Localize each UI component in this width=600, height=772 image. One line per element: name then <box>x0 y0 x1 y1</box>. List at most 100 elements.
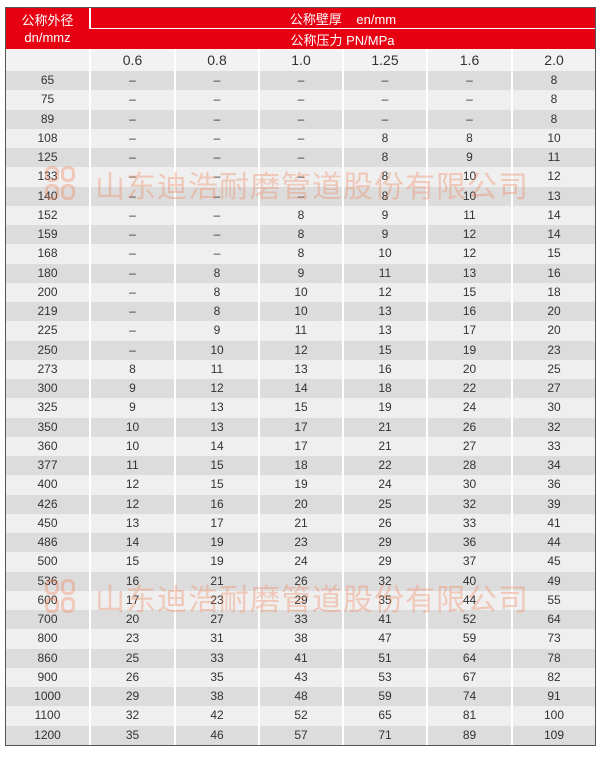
table-row: 700 20 27 33 41 52 64 <box>6 610 596 630</box>
table-row: 600 17 23 29 35 44 55 <box>6 590 596 610</box>
wall-thickness-cell: – <box>89 167 175 187</box>
table-row: 250–10 12 15 19 23 <box>6 340 596 360</box>
outer-diameter-cell: 200 <box>6 282 90 302</box>
outer-diameter-cell: 300 <box>6 379 90 399</box>
wall-thickness-cell: – <box>89 148 175 168</box>
table-row: 426 12 16 20 25 32 39 <box>6 494 596 514</box>
wall-thickness-cell: 20 <box>510 321 596 341</box>
wall-thickness-cell: 23 <box>510 340 596 360</box>
wall-thickness-cell: – <box>426 71 512 91</box>
table-row: 536 16 21 26 32 40 49 <box>6 571 596 591</box>
outer-diameter-cell: 250 <box>6 340 90 360</box>
wall-thickness-cell: 13 <box>174 398 259 418</box>
wall-thickness-cell: 24 <box>426 398 512 418</box>
wall-thickness-cell: 10 <box>258 282 343 302</box>
table-row: 89– – – – –8 <box>6 109 596 129</box>
table-row: 486 14 19 23 29 36 44 <box>6 533 596 553</box>
wall-thickness-cell: 10 <box>174 340 259 360</box>
wall-thickness-cell: 23 <box>258 533 343 553</box>
wall-thickness-cell: 35 <box>174 667 259 687</box>
outer-diameter-cell: 219 <box>6 302 90 322</box>
wall-thickness-cell: – <box>174 244 259 264</box>
table-row: 1200 35 46 57 71 89 109 <box>6 725 596 745</box>
wall-thickness-cell: 12 <box>510 167 596 187</box>
wall-thickness-cell: 8 <box>510 109 596 129</box>
wall-thickness-cell: 16 <box>89 571 175 591</box>
wall-thickness-cell: 9 <box>258 263 343 283</box>
outer-diameter-cell: 125 <box>6 148 90 168</box>
outer-diameter-label: 公称外径 <box>21 12 74 28</box>
wall-thickness-cell: 21 <box>174 571 259 591</box>
pressure-col-header: 1.25 <box>342 49 427 71</box>
wall-thickness-cell: 32 <box>510 417 596 437</box>
wall-thickness-cell: 16 <box>342 359 427 379</box>
wall-thickness-cell: 14 <box>258 379 343 399</box>
wall-thickness-cell: 12 <box>89 494 175 514</box>
wall-thickness-cell: 17 <box>258 417 343 437</box>
wall-thickness-cell: 22 <box>426 379 512 399</box>
pressure-col-header: 1.6 <box>426 49 512 71</box>
outer-diameter-cell: 325 <box>6 398 90 418</box>
wall-thickness-cell: 26 <box>258 571 343 591</box>
pressure-col-header: 0.8 <box>174 49 259 71</box>
wall-thickness-cell: – <box>258 128 343 148</box>
wall-thickness-cell: 71 <box>342 725 427 745</box>
wall-thickness-cell: – <box>258 109 343 129</box>
wall-thickness-cell: 9 <box>342 225 427 245</box>
wall-thickness-cell: 16 <box>174 494 259 514</box>
wall-thickness-cell: 55 <box>510 590 596 610</box>
wall-thickness-cell: 36 <box>510 475 596 495</box>
table-row: 377 11 15 18 22 28 34 <box>6 456 596 476</box>
wall-thickness-cell: 11 <box>510 148 596 168</box>
pipe-spec-table-container: 公称外径 dn/mmz 公称壁厚 en/mm 公称压力 PN/MPa 0.6 0… <box>5 7 596 746</box>
wall-thickness-cell: 33 <box>258 610 343 630</box>
wall-thickness-cell: 13 <box>342 302 427 322</box>
outer-diameter-cell: 426 <box>6 494 90 514</box>
wall-thickness-cell: 8 <box>342 167 427 187</box>
wall-thickness-cell: 89 <box>426 725 512 745</box>
wall-thickness-cell: 17 <box>89 590 175 610</box>
outer-diameter-cell: 273 <box>6 359 90 379</box>
wall-thickness-cell: – <box>342 90 427 110</box>
outer-diameter-cell: 108 <box>6 128 90 148</box>
table-row: 360 10 14 17 21 27 33 <box>6 436 596 456</box>
wall-thickness-cell: 12 <box>426 244 512 264</box>
wall-thickness-cell: 8 <box>426 128 512 148</box>
wall-thickness-cell: 9 <box>174 321 259 341</box>
wall-thickness-cell: 17 <box>174 513 259 533</box>
outer-diameter-cell: 65 <box>6 71 90 91</box>
wall-thickness-cell: 25 <box>510 359 596 379</box>
table-row: 860 25 33 41 51 64 78 <box>6 648 596 668</box>
wall-thickness-cell: 81 <box>426 706 512 726</box>
wall-thickness-cell: 59 <box>426 629 512 649</box>
wall-thickness-cell: 52 <box>258 706 343 726</box>
wall-thickness-cell: 49 <box>510 571 596 591</box>
wall-thickness-cell: 10 <box>258 302 343 322</box>
wall-thickness-cell: 64 <box>426 648 512 668</box>
wall-thickness-cell: 11 <box>174 359 259 379</box>
wall-thickness-cell: 30 <box>510 398 596 418</box>
wall-thickness-cell: 10 <box>89 417 175 437</box>
table-row: 500 15 19 24 29 37 45 <box>6 552 596 572</box>
table-row: 219–8 10 13 16 20 <box>6 302 596 322</box>
wall-thickness-cell: 12 <box>426 225 512 245</box>
wall-thickness-cell: 8 <box>258 205 343 225</box>
wall-thickness-cell: – <box>89 90 175 110</box>
wall-thickness-cell: – <box>174 90 259 110</box>
pressure-col-header: 2.0 <box>510 49 596 71</box>
wall-thickness-cell: 8 <box>89 359 175 379</box>
wall-thickness-cell: 33 <box>426 513 512 533</box>
table-row: 800 23 31 38 47 59 73 <box>6 629 596 649</box>
wall-thickness-cell: 42 <box>174 706 259 726</box>
outer-diameter-cell: 400 <box>6 475 90 495</box>
wall-thickness-cell: 19 <box>174 533 259 553</box>
wall-thickness-cell: – <box>174 167 259 187</box>
wall-thickness-cell: 43 <box>258 667 343 687</box>
wall-thickness-cell: – <box>174 148 259 168</box>
table-row: 180–8 9 11 13 16 <box>6 263 596 283</box>
table-row: 108– – –8 8 10 <box>6 128 596 148</box>
wall-thickness-cell: 15 <box>174 456 259 476</box>
wall-thickness-cell: 41 <box>342 610 427 630</box>
outer-diameter-cell: 225 <box>6 321 90 341</box>
wall-thickness-cell: 45 <box>510 552 596 572</box>
